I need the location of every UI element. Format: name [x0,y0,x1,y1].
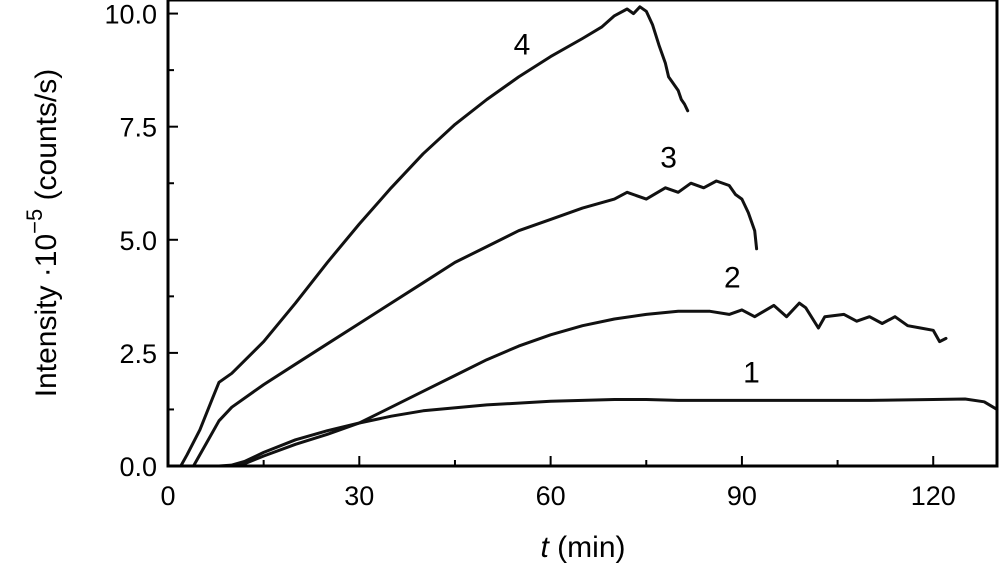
curve-labels: 1 2 3 4 [514,28,760,389]
x-axis: 0 30 60 90 120 [160,456,956,511]
y-tick-label: 2.5 [119,339,157,369]
series-line-4 [166,5,690,468]
y-tick-label: 0.0 [119,452,157,482]
curve-label-3: 3 [660,141,677,174]
curve-label-2: 2 [724,261,741,294]
curve-label-4: 4 [514,28,531,61]
y-axis: 0.0 2.5 5.0 7.5 10.0 [104,0,178,482]
series-line-1 [166,397,999,468]
y-tick-label: 10.0 [104,0,157,30]
series-line-3 [166,179,759,468]
y-tick-label: 5.0 [119,226,157,256]
x-tick-label: 120 [911,481,956,511]
x-tick-label: 90 [727,481,757,511]
x-tick-label: 60 [536,481,566,511]
x-tick-label: 0 [160,481,175,511]
curves [166,5,999,468]
y-tick-label: 7.5 [119,113,157,143]
y-axis-title: Intensity ·10−5 (counts/s) [22,69,63,398]
x-tick-label: 30 [344,481,374,511]
series-line-2 [166,301,948,468]
curve-label-1: 1 [743,356,760,389]
x-axis-title: t (min) [541,531,626,564]
plot-frame [166,0,999,468]
